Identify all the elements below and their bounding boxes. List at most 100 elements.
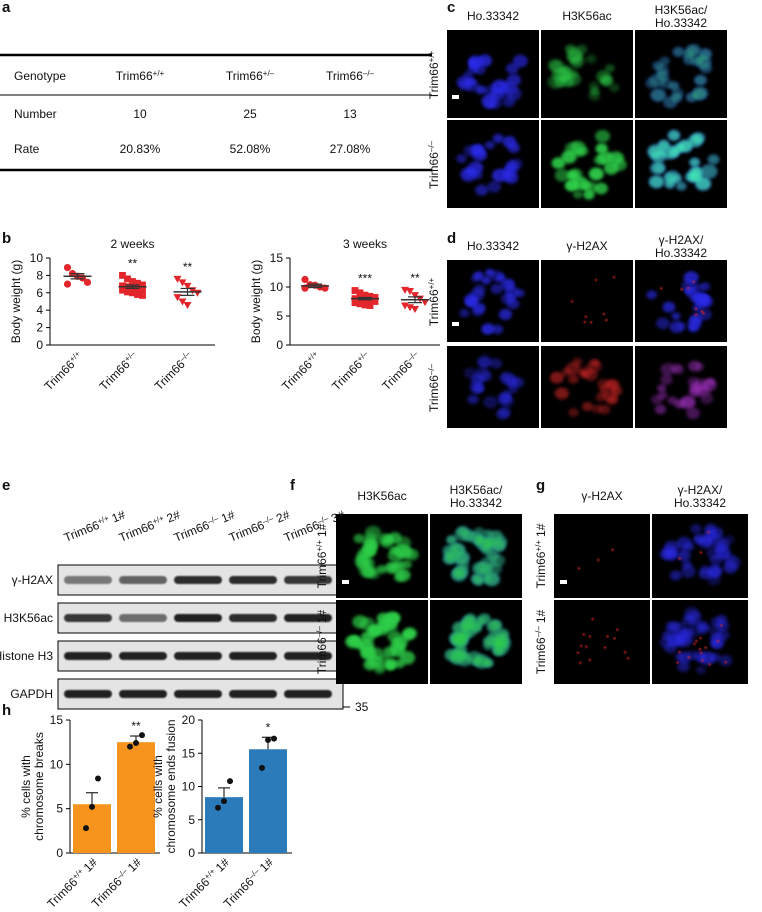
data-point [83, 825, 89, 832]
nucleus [677, 550, 692, 562]
foci [687, 656, 690, 659]
y-tick-label: 5 [188, 813, 195, 827]
nucleus [374, 661, 386, 670]
nucleus [598, 404, 611, 415]
column-header: H3K56ac [562, 9, 611, 23]
nucleus [572, 190, 583, 199]
gene-name: Trim66 [315, 551, 329, 588]
nucleus [690, 292, 703, 303]
column-header: Ho.33342 [674, 496, 726, 510]
column-header: γ-H2AX [581, 489, 622, 503]
nucleus [708, 624, 723, 637]
nucleus [683, 542, 695, 552]
nucleus [697, 624, 710, 635]
nucleus [656, 384, 667, 393]
nucleus [512, 377, 525, 388]
nucleus [698, 568, 712, 580]
nucleus [684, 45, 698, 58]
nucleus [680, 565, 696, 578]
nucleus [561, 368, 572, 377]
panel-letter: h [2, 702, 11, 719]
nucleus [377, 533, 392, 546]
foci [716, 640, 720, 643]
nucleus [572, 357, 583, 367]
nucleus [475, 617, 485, 626]
nucleus [686, 407, 700, 420]
foci [694, 307, 698, 311]
nucleus [454, 551, 469, 564]
foci [702, 312, 705, 315]
nucleus [594, 154, 607, 166]
micrograph [554, 514, 650, 598]
protein-label: GAPDH [10, 687, 53, 701]
nucleus [664, 179, 676, 189]
nucleus [675, 633, 692, 648]
nucleus [468, 58, 480, 68]
nucleus [484, 100, 495, 109]
band [284, 576, 332, 584]
y-tick-label: 10 [270, 280, 284, 294]
table-genotype: Trim66+/+ [116, 69, 165, 84]
nucleus [581, 181, 592, 191]
foci [694, 313, 698, 316]
clone-tag: 1# [315, 609, 329, 623]
nucleus [664, 642, 678, 654]
nucleus [505, 63, 519, 75]
foci [720, 624, 723, 627]
gene-name: Trim66 [326, 69, 363, 83]
nucleus [600, 74, 614, 86]
nucleus [713, 537, 731, 553]
panel-letter: a [2, 0, 11, 16]
nucleus [667, 621, 681, 632]
lane-label: Trim66+/+1# [62, 507, 128, 545]
micrograph [541, 260, 633, 342]
nucleus [475, 184, 489, 196]
foci [676, 661, 679, 664]
gene-name: Trim66 [534, 551, 548, 588]
y-tick-label: 0 [56, 846, 63, 860]
bar [117, 742, 155, 853]
foci [580, 644, 583, 648]
genotype-sup: +/+ [534, 540, 543, 552]
clone-tag: 1# [110, 507, 128, 525]
data-point [134, 291, 141, 298]
x-tick-label: Trim66+/– [96, 348, 141, 393]
genotype-sup: –/– [427, 363, 436, 375]
clone-tag: 2# [165, 507, 183, 525]
data-point [411, 292, 419, 300]
data-point [124, 288, 131, 296]
data-point [139, 292, 146, 299]
y-axis-label: chromosome ends fusion [164, 719, 178, 853]
nucleus [490, 283, 503, 294]
nucleus [711, 638, 724, 650]
scale-bar [342, 580, 349, 584]
table-header: Genotype [14, 69, 66, 83]
nucleus [473, 284, 486, 295]
foci [687, 286, 690, 290]
x-tick-label: Trim66+/– [329, 348, 374, 393]
x-tick-label: Trim66+/+ [279, 349, 324, 394]
table-cell: 25 [243, 107, 257, 121]
genotype-sup: +/+ [315, 540, 324, 552]
nucleus [507, 142, 520, 153]
row-label: Trim66+/+ [427, 50, 442, 99]
nucleus [598, 388, 609, 397]
band [64, 614, 112, 622]
nucleus [495, 628, 508, 640]
genotype-sup: –/– [315, 626, 324, 638]
band [174, 576, 222, 584]
gene-name: Trim66 [427, 62, 441, 99]
nucleus [646, 290, 657, 300]
nucleus [489, 358, 503, 369]
foci [700, 651, 703, 654]
clone-tag: 2# [274, 508, 292, 526]
significance: ** [131, 719, 141, 733]
column-header: H3K56ac/ [655, 3, 708, 17]
significance: ** [128, 256, 138, 270]
nucleus [690, 56, 703, 67]
nucleus [484, 140, 495, 150]
nucleus [699, 392, 714, 405]
nucleus [603, 162, 619, 175]
genotype-sup: –/– [206, 513, 220, 526]
